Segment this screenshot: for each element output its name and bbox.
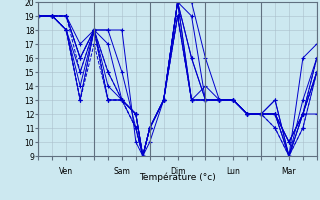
Text: Sam: Sam [114, 167, 130, 176]
Text: Ven: Ven [59, 167, 73, 176]
Text: Lun: Lun [226, 167, 240, 176]
Text: Mar: Mar [282, 167, 296, 176]
X-axis label: Température (°c): Température (°c) [139, 173, 216, 182]
Text: Dim: Dim [170, 167, 185, 176]
